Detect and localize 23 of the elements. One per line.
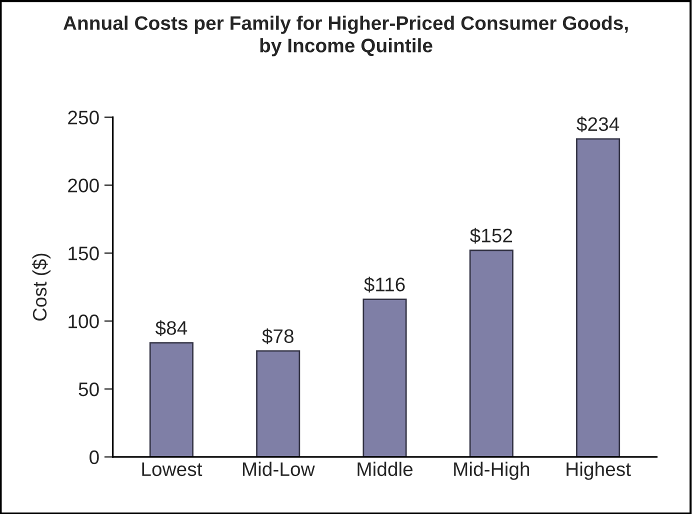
y-tick-label: 0: [90, 450, 99, 464]
data-label: $84: [155, 320, 188, 336]
data-label: $116: [364, 276, 405, 293]
chart-title: Annual Costs per Family for Higher-Priced Consumer Goods, by Income Quintile: [63, 16, 628, 56]
y-tick-label: 200: [68, 178, 99, 192]
x-tick-label: Lowest: [142, 462, 202, 476]
data-label: $152: [470, 228, 512, 244]
bar: [469, 250, 514, 457]
x-tick-label: Highest: [566, 462, 631, 480]
y-tick-label: 250: [68, 110, 99, 124]
y-axis-title: Cost ($): [32, 254, 50, 321]
data-label: $78: [262, 328, 294, 344]
y-tick-label: 50: [78, 382, 99, 396]
data-label: $234: [576, 116, 620, 132]
bar: [256, 350, 300, 457]
bar: [576, 138, 620, 457]
y-tick-label: 100: [68, 314, 99, 328]
x-tick-label: Mid-Low: [242, 462, 315, 476]
x-tick-label: Middle: [358, 462, 413, 476]
y-tick-label: 150: [68, 246, 99, 260]
bar: [149, 342, 194, 457]
x-tick-label: Mid-High: [454, 462, 530, 480]
bar: [362, 298, 407, 457]
